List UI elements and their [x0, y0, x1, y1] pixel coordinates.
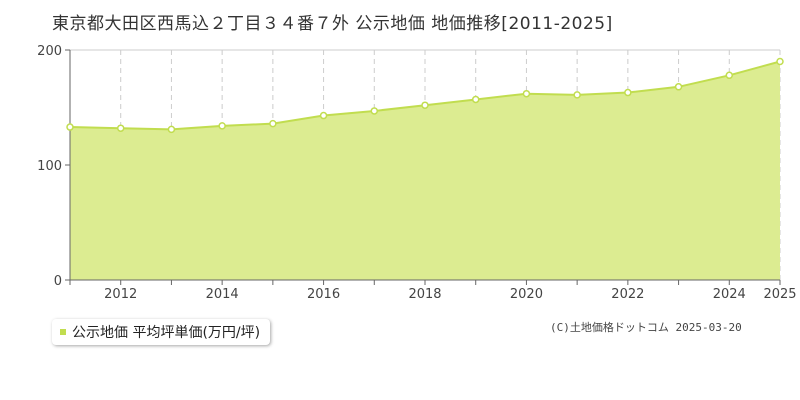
data-point	[725, 71, 734, 80]
legend: 公示地価 平均坪単価(万円/坪)	[52, 319, 271, 345]
x-tick-label: 2025	[763, 287, 796, 302]
credit-text: (C)土地価格ドットコム 2025-03-20	[550, 321, 742, 334]
area-fill	[70, 61, 780, 280]
data-point	[674, 83, 683, 91]
axes	[65, 49, 781, 285]
chart-title: 東京都大田区西馬込２丁目３４番７外 公示地価 地価推移[2011-2025]	[52, 14, 613, 34]
legend-label: 公示地価 平均坪単価(万円/坪)	[72, 325, 261, 341]
x-tick-label: 2012	[104, 287, 137, 302]
y-tick-label: 0	[54, 274, 62, 289]
x-tick-label: 2022	[611, 287, 644, 302]
data-point	[421, 101, 429, 109]
data-point	[319, 111, 328, 120]
x-tick-label: 2024	[713, 287, 746, 302]
data-point	[269, 119, 277, 128]
x-tick-label: 2018	[408, 287, 441, 302]
legend-marker	[60, 329, 66, 335]
data-point	[573, 91, 581, 99]
data-point	[624, 88, 632, 97]
x-tick-label: 2016	[307, 287, 340, 302]
x-tick-label: 2020	[510, 287, 543, 302]
x-tick-label: 2014	[206, 287, 239, 302]
data-point	[471, 95, 480, 104]
y-tick-label: 100	[37, 159, 62, 174]
tick-labels: 0 100 200 2012 2014 2016 2018 2020 2022 2024 2025	[37, 44, 796, 302]
data-point	[776, 57, 784, 66]
data-points	[66, 57, 784, 134]
data-point	[218, 122, 226, 130]
y-tick-label: 200	[37, 44, 62, 59]
area-series	[69, 60, 781, 280]
data-point	[370, 107, 379, 115]
data-point	[66, 123, 74, 131]
data-point	[116, 124, 125, 132]
data-point	[522, 89, 531, 98]
data-point	[167, 125, 176, 134]
